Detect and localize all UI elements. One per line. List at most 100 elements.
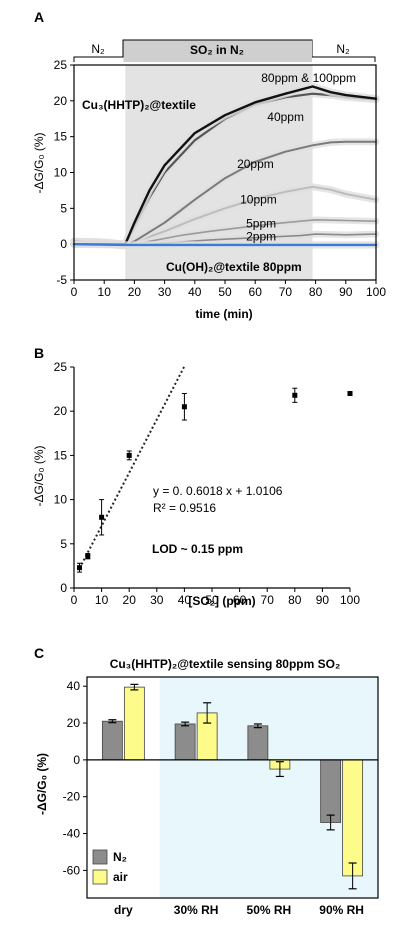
y-tick-label: 25 [54, 58, 68, 72]
category-label: 50% RH [247, 903, 292, 917]
data-point [126, 452, 132, 458]
panel-b-label: B [34, 345, 44, 361]
x-tick-label: 0 [71, 285, 78, 299]
data-point [77, 565, 83, 571]
panel-a-gas-header: N₂ SO₂ in N₂ N₂ [73, 39, 376, 62]
panel-c-bars [101, 683, 364, 890]
panel-b-points [77, 387, 353, 573]
x-tick-label: 10 [95, 593, 109, 607]
legend-label-n2: N₂ [113, 850, 127, 864]
material-label: Cu₃(HHTP)₂@textile [82, 98, 196, 112]
bar-n2 [101, 720, 123, 761]
panel-c-title: Cu₃(HHTP)₂@textile sensing 80ppm SO₂ [110, 657, 341, 671]
y-tick-label: 15 [54, 448, 68, 462]
y-tick-label: 20 [67, 716, 81, 730]
y-tick-label: 0 [60, 581, 67, 595]
x-tick-label: 60 [233, 593, 247, 607]
panel-c-ticks: 40 20 0 -20 -40 -60 [63, 679, 87, 877]
x-tick-label: 90 [316, 593, 330, 607]
series-line [72, 242, 378, 247]
y-tick-label: 20 [54, 404, 68, 418]
y-tick-label: 5 [60, 201, 67, 215]
series-label: 80ppm & 100ppm [261, 71, 356, 85]
data-point [181, 404, 187, 410]
y-tick-label: 15 [54, 130, 68, 144]
panel-a-ticks: 0 10 20 30 40 50 60 70 80 90 100 -5 0 5 10 15 20 25 [54, 58, 387, 299]
x-tick-label: 60 [249, 285, 263, 299]
panel-c-label: C [34, 645, 44, 661]
header-n2-left: N₂ [91, 42, 105, 56]
y-tick-label: 0 [73, 753, 80, 767]
bar-n2 [320, 759, 342, 823]
header-n2-right: N₂ [336, 42, 350, 56]
x-tick-label: 80 [309, 285, 323, 299]
y-tick-label: -60 [63, 863, 81, 877]
series-label: 20ppm [237, 157, 274, 171]
fit-r-squared: R² = 0.9516 [153, 501, 216, 515]
y-tick-label: 0 [60, 237, 67, 251]
x-tick-label: 50 [218, 285, 232, 299]
x-tick-label: 70 [261, 593, 275, 607]
bar-air [342, 759, 364, 877]
x-tick-label: 20 [123, 593, 137, 607]
series-label: 2ppm [246, 230, 276, 244]
panel-a-ylabel: -ΔG/G₀ (%) [32, 133, 46, 194]
y-tick-label: -40 [63, 827, 81, 841]
x-tick-label: 10 [98, 285, 112, 299]
x-tick-label: 50 [205, 593, 219, 607]
category-label: 30% RH [174, 903, 219, 917]
x-tick-label: 30 [158, 285, 172, 299]
panel-a-frame [73, 64, 377, 281]
x-tick-label: 100 [366, 285, 386, 299]
y-tick-label: 10 [54, 493, 68, 507]
series-line [72, 85, 378, 246]
x-tick-label: 30 [150, 593, 164, 607]
x-tick-label: 0 [71, 593, 78, 607]
bar-n2 [247, 725, 269, 761]
x-tick-label: 90 [339, 285, 353, 299]
y-tick-label: -20 [63, 790, 81, 804]
x-tick-label: 40 [178, 593, 192, 607]
panel-b-axes [73, 367, 350, 589]
y-tick-label: 20 [54, 94, 68, 108]
y-tick-label: 5 [60, 537, 67, 551]
legend-swatch-air [92, 869, 108, 885]
lod-label: LOD ~ 0.15 ppm [152, 542, 243, 556]
data-point [292, 392, 298, 398]
fit-equation: y = 0. 0.6018 x + 1.0106 [153, 484, 283, 498]
bar-air [123, 686, 145, 761]
series-label: 10ppm [240, 192, 277, 206]
category-label: dry [114, 903, 133, 917]
legend-swatch-n2 [92, 849, 108, 865]
x-tick-label: 100 [340, 593, 360, 607]
x-tick-label: 20 [128, 285, 142, 299]
gas-header-fill [123, 40, 312, 62]
panel-b-xlabel: [SO₂] (ppm) [188, 594, 255, 608]
x-tick-label: 40 [188, 285, 202, 299]
legend-label-air: air [113, 870, 128, 884]
data-point [85, 553, 91, 559]
panel-c-legend: N₂ air [92, 849, 128, 885]
bar-n2 [174, 723, 196, 761]
y-tick-label: 40 [67, 679, 81, 693]
panel-b-ticks: 0 10 20 30 40 50 60 70 80 90 100 0 5 10 15 20 25 [54, 360, 361, 607]
series-label: 40ppm [267, 110, 304, 124]
category-label: 90% RH [319, 903, 364, 917]
linear-fit-line [78, 365, 186, 569]
header-so2-in-n2: SO₂ in N₂ [190, 43, 244, 57]
y-tick-label: -5 [56, 273, 67, 287]
panel-c-ylabel: -ΔG/G₀ (%) [35, 753, 49, 815]
humidity-background [159, 677, 378, 898]
y-tick-label: 25 [54, 360, 68, 374]
data-point [347, 391, 353, 397]
panel-a-label: A [34, 9, 44, 25]
data-point [99, 514, 105, 520]
panel-a-xlabel: time (min) [195, 307, 252, 321]
y-tick-label: 10 [54, 166, 68, 180]
panel-a-lines [70, 82, 380, 250]
panel-c-categories: dry 30% RH 50% RH 90% RH [114, 903, 364, 917]
panel-b-ylabel: -ΔG/G₀ (%) [32, 446, 46, 507]
x-tick-label: 70 [279, 285, 293, 299]
